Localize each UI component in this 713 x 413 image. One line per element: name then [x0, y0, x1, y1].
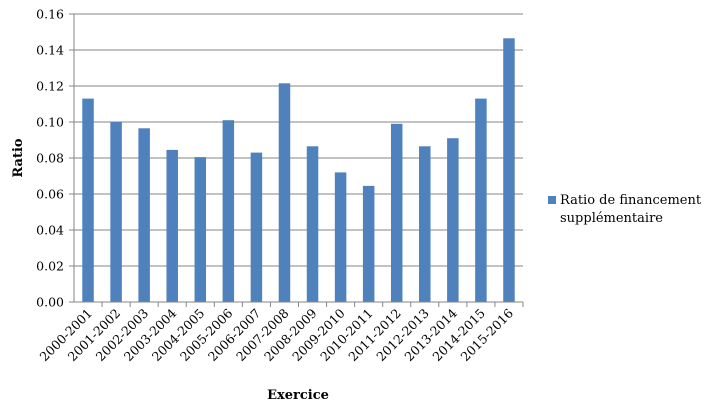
- bar-2003-2004: [166, 149, 178, 302]
- y-tick-label: 0.10: [36, 115, 64, 130]
- bar-2000-2001: [82, 98, 94, 302]
- axes: [69, 13, 524, 307]
- bar-2012-2013: [419, 146, 431, 302]
- bar-2005-2006: [222, 120, 235, 302]
- y-tick-label: 0.06: [36, 187, 64, 202]
- bar-2015-2016: [503, 38, 515, 303]
- bar-2004-2005: [194, 157, 207, 302]
- y-axis-title: Ratio: [11, 138, 26, 177]
- bars: [82, 38, 515, 303]
- bar-2010-2011: [362, 185, 375, 302]
- x-axis-title: Exercice: [267, 388, 329, 403]
- y-tick-label: 0.08: [36, 151, 64, 166]
- bar-2011-2012: [390, 123, 403, 302]
- bar-2008-2009: [306, 146, 319, 302]
- legend: Ratio de financement supplémentaire: [548, 193, 702, 226]
- bar-2006-2007: [250, 152, 263, 302]
- legend-swatch: [548, 196, 556, 204]
- y-tick-label: 0.16: [36, 7, 64, 22]
- bar-2013-2014: [447, 138, 459, 302]
- bar-2014-2015: [475, 98, 487, 302]
- bar-2009-2010: [334, 172, 347, 302]
- bar-2002-2003: [138, 128, 150, 302]
- y-tick-label: 0.02: [36, 259, 64, 274]
- legend-label-line-1: Ratio de financement: [560, 193, 702, 208]
- bar-2001-2002: [110, 122, 122, 302]
- y-tick-label: 0.14: [36, 43, 64, 58]
- legend-label-line-2: supplémentaire: [560, 211, 663, 226]
- bar-2007-2008: [278, 83, 291, 302]
- y-tick-label: 0.12: [36, 79, 64, 94]
- y-tick-label: 0.00: [36, 295, 64, 310]
- x-tick-labels: 2000-20012001-20022002-20032003-20042004…: [37, 305, 517, 364]
- y-tick-label: 0.04: [36, 223, 64, 238]
- y-tick-labels: 0.00 0.02 0.04 0.06 0.08 0.10 0.12 0.14 0.16: [36, 7, 64, 310]
